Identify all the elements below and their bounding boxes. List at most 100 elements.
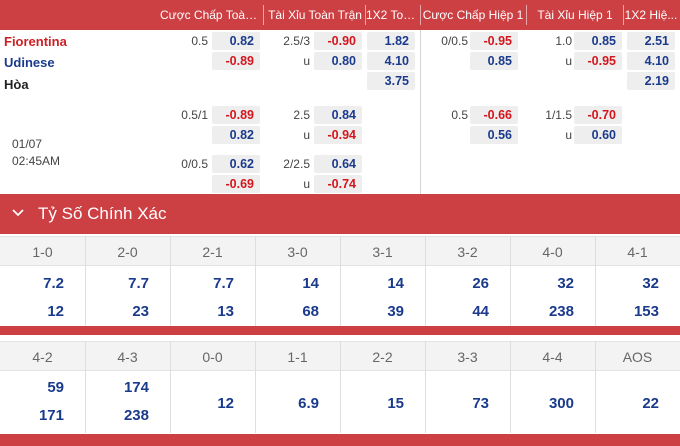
score-odd-away[interactable]: 238: [123, 407, 149, 424]
score-odd-draw[interactable]: 73: [472, 395, 489, 412]
hc-full-line: 0.5/1: [181, 108, 208, 122]
hc-full-away-odd[interactable]: 0.82: [212, 126, 260, 144]
ou-full-over-odd[interactable]: 0.84: [314, 106, 362, 124]
ou-full-under-odd[interactable]: -0.94: [314, 126, 362, 144]
score-odd-home[interactable]: 32: [557, 275, 574, 292]
match-time: 02:45AM: [12, 154, 61, 168]
hc-h1-home-odd[interactable]: -0.66: [470, 106, 518, 124]
col-ou-h1[interactable]: Tài Xỉu Hiệp 1: [537, 8, 613, 22]
ou-h1-over-odd[interactable]: -0.70: [574, 106, 622, 124]
score-odd-away[interactable]: 153: [633, 303, 659, 320]
ou-h1-under-odd[interactable]: 0.60: [574, 126, 622, 144]
score-label: 4-1: [627, 244, 648, 260]
ou-full-under-odd[interactable]: 0.80: [314, 52, 362, 70]
score-label: 3-1: [372, 244, 393, 260]
hc-h1-away-odd[interactable]: 0.56: [470, 126, 518, 144]
score-odd-home[interactable]: 14: [387, 275, 404, 292]
score-odd-home[interactable]: 26: [472, 275, 489, 292]
score-label: 3-2: [457, 244, 478, 260]
x12-full-home-odd[interactable]: 1.82: [367, 32, 415, 50]
draw-label: Hòa: [4, 77, 29, 92]
hc-h1-line: 0.5: [451, 108, 468, 122]
score-odd-away[interactable]: 39: [387, 303, 404, 320]
score-row-divider: [0, 434, 680, 446]
away-team: Udinese: [4, 55, 55, 70]
score-odd-away[interactable]: 44: [472, 303, 489, 320]
score-label: AOS: [622, 349, 653, 365]
ou-h1-under-label: u: [565, 128, 572, 142]
odds-header: Cược Chấp Toàn ... Tài Xỉu Toàn Trận 1X2…: [0, 0, 680, 30]
ou-h1-line: 1/1.5: [545, 108, 572, 122]
score-label: 4-4: [542, 349, 563, 365]
score-odd-home[interactable]: 7.2: [43, 275, 64, 292]
score-odd-draw[interactable]: 15: [387, 395, 404, 412]
score-label: 4-2: [32, 349, 53, 365]
hc-h1-away-odd[interactable]: 0.85: [470, 52, 518, 70]
col-1x2-h1[interactable]: 1X2 Hiệ...: [624, 8, 678, 22]
score-label: 0-0: [202, 349, 223, 365]
col-1x2-full[interactable]: 1X2 Toà...: [366, 8, 418, 22]
score-row-divider: [0, 326, 680, 335]
score-odd-home[interactable]: 7.7: [213, 275, 234, 292]
ou-full-line: 2.5/3: [283, 34, 310, 48]
col-ou-full[interactable]: Tài Xỉu Toàn Trận: [268, 8, 362, 22]
match-date: 01/07: [12, 137, 43, 151]
home-team: Fiorentina: [4, 34, 67, 49]
hc-h1-home-odd[interactable]: -0.95: [470, 32, 518, 50]
col-handicap-full[interactable]: Cược Chấp Toàn ...: [160, 8, 262, 22]
score-odd-home[interactable]: 32: [642, 275, 659, 292]
hc-full-line: 0/0.5: [181, 157, 208, 171]
score-label: 4-0: [542, 244, 563, 260]
x12-h1-away-odd[interactable]: 4.10: [627, 52, 675, 70]
x12-h1-draw-odd[interactable]: 2.19: [627, 72, 675, 90]
score-label: 2-1: [202, 244, 223, 260]
x12-full-draw-odd[interactable]: 3.75: [367, 72, 415, 90]
score-odd-away[interactable]: 12: [47, 303, 64, 320]
ou-full-under-odd[interactable]: -0.74: [314, 175, 362, 193]
exact-score-title: Tỷ Số Chính Xác: [38, 204, 167, 223]
ou-h1-line: 1.0: [555, 34, 572, 48]
hc-h1-line: 0/0.5: [441, 34, 468, 48]
exact-score-header[interactable]: Tỷ Số Chính Xác: [0, 194, 680, 234]
score-label: 2-0: [117, 244, 138, 260]
ou-full-line: 2/2.5: [283, 157, 310, 171]
score-odd-draw[interactable]: 300: [548, 395, 574, 412]
score-odd-away[interactable]: 238: [548, 303, 574, 320]
score-odd-draw[interactable]: 6.9: [298, 395, 319, 412]
score-label: 3-0: [287, 244, 308, 260]
ou-h1-over-odd[interactable]: 0.85: [574, 32, 622, 50]
hc-full-away-odd[interactable]: -0.89: [212, 52, 260, 70]
score-label: 1-0: [32, 244, 53, 260]
x12-full-away-odd[interactable]: 4.10: [367, 52, 415, 70]
ou-full-under-label: u: [303, 54, 310, 68]
chevron-down-icon[interactable]: [10, 205, 26, 221]
score-label: 3-3: [457, 349, 478, 365]
score-odd-away[interactable]: 171: [38, 407, 64, 424]
score-label: 2-2: [372, 349, 393, 365]
score-label: 4-3: [117, 349, 138, 365]
score-odd-draw[interactable]: 12: [217, 395, 234, 412]
score-odd-home[interactable]: 7.7: [128, 275, 149, 292]
hc-full-line: 0.5: [191, 34, 208, 48]
hc-full-home-odd[interactable]: 0.62: [212, 155, 260, 173]
score-label: 1-1: [287, 349, 308, 365]
score-odd-aos[interactable]: 22: [642, 395, 659, 412]
score-odd-away[interactable]: 68: [302, 303, 319, 320]
score-odd-home[interactable]: 59: [47, 379, 64, 396]
ou-full-over-odd[interactable]: -0.90: [314, 32, 362, 50]
ou-full-line: 2.5: [293, 108, 310, 122]
ou-full-over-odd[interactable]: 0.64: [314, 155, 362, 173]
ou-full-under-label: u: [303, 128, 310, 142]
hc-full-home-odd[interactable]: 0.82: [212, 32, 260, 50]
hc-full-home-odd[interactable]: -0.89: [212, 106, 260, 124]
ou-full-under-label: u: [303, 177, 310, 191]
score-odd-away[interactable]: 13: [217, 303, 234, 320]
score-odd-home[interactable]: 174: [123, 379, 149, 396]
ou-h1-under-odd[interactable]: -0.95: [574, 52, 622, 70]
score-odd-away[interactable]: 23: [132, 303, 149, 320]
ou-h1-under-label: u: [565, 54, 572, 68]
col-handicap-h1[interactable]: Cược Chấp Hiệp 1: [422, 8, 524, 22]
hc-full-away-odd[interactable]: -0.69: [212, 175, 260, 193]
x12-h1-home-odd[interactable]: 2.51: [627, 32, 675, 50]
score-odd-home[interactable]: 14: [302, 275, 319, 292]
